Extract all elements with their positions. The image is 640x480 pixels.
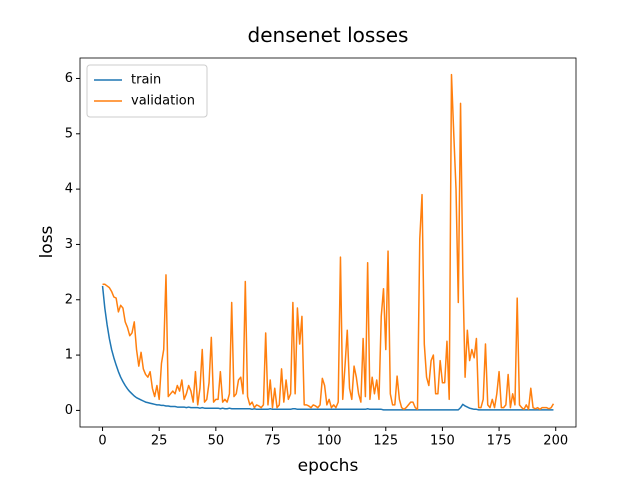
x-tick-label: 175 xyxy=(487,434,512,449)
legend-box xyxy=(86,64,208,118)
y-tick-label: 0 xyxy=(65,403,73,418)
x-tick-label: 150 xyxy=(430,434,455,449)
series-line xyxy=(101,285,554,411)
x-tick-label: 0 xyxy=(98,434,106,449)
axes-frame xyxy=(79,57,577,428)
x-tick-label: 125 xyxy=(373,434,398,449)
y-tick-label: 2 xyxy=(65,292,73,307)
x-tick-label: 100 xyxy=(317,434,342,449)
x-tick-label: 75 xyxy=(264,434,281,449)
x-axis-label: epochs xyxy=(298,456,359,476)
legend-label: validation xyxy=(131,94,195,109)
y-tick-label: 6 xyxy=(65,71,73,86)
legend-label: train xyxy=(131,73,161,88)
y-axis-label: loss xyxy=(37,225,57,258)
y-tick-label: 3 xyxy=(65,237,73,252)
x-tick-label: 50 xyxy=(208,434,225,449)
y-tick-label: 5 xyxy=(65,126,73,141)
series-line xyxy=(102,73,555,411)
y-tick-label: 1 xyxy=(65,348,73,363)
x-tick-label: 200 xyxy=(543,434,568,449)
chart-title: densenet losses xyxy=(248,23,409,47)
x-tick-label: 25 xyxy=(151,434,168,449)
y-tick-label: 4 xyxy=(65,182,73,197)
